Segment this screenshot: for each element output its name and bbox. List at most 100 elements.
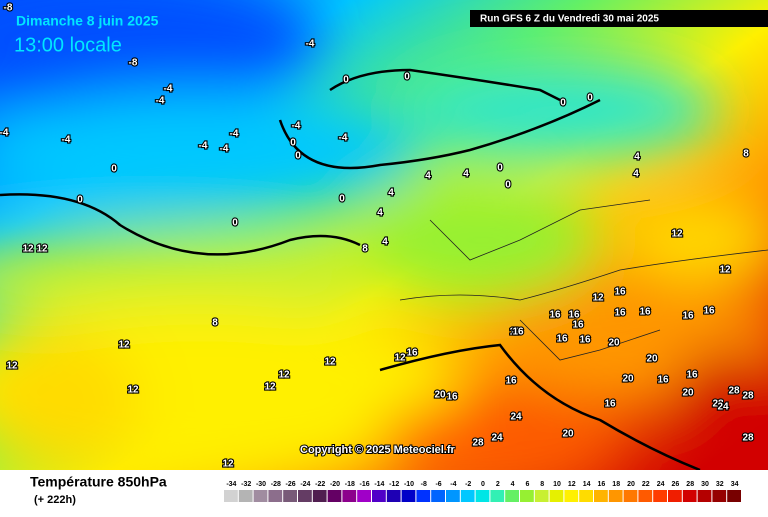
contour-label: 16 [512,327,524,338]
contour-label: 16 [614,287,626,298]
legend-tick-label: 22 [642,481,650,488]
contour-label: 4 [634,152,640,163]
legend-tick-label: -2 [465,481,471,488]
contour-label: 28 [728,386,740,397]
legend-tick-label: -30 [256,481,266,488]
legend-swatch [594,490,608,502]
contour-label: 24 [491,433,503,444]
contour-label: 16 [568,310,580,321]
contour-label: 28 [472,438,484,449]
legend-swatch [638,490,653,502]
contour-label: 0 [232,218,238,229]
legend-swatch [564,490,579,502]
copyright: Copyright © 2025 Meteociel.fr [300,444,456,456]
legend-swatch [416,490,431,502]
borders [399,199,768,361]
legend-tick-label: -20 [330,481,340,488]
contour-label: 0 [339,194,345,205]
legend-tick-label: 30 [701,481,709,488]
legend-tick-label: 10 [553,481,561,488]
temperature-field [0,0,768,470]
legend-tick-label: -22 [315,481,325,488]
legend-tick-label: 18 [612,481,620,488]
legend-swatch [312,490,327,502]
run-box [470,10,768,27]
legend-tick-label: 24 [657,481,665,488]
contour-label: 16 [579,335,591,346]
time-label: 13:00 locale [14,34,122,56]
contour-label: 0 [587,93,593,104]
contour-label: 16 [406,348,418,359]
contour-label: 24 [717,402,729,413]
legend-tick-label: 12 [568,481,576,488]
legend-tick-label: -10 [404,481,414,488]
legend-swatch [386,490,401,502]
contour-label: -4 [220,144,229,155]
contour-label: 12 [22,244,34,255]
contour-label: -4 [339,133,348,144]
contour-label: 16 [572,320,584,331]
contour-label: 12 [394,353,406,364]
legend-swatch [238,490,253,502]
contour-label: 24 [510,412,522,423]
contour-label: 0 [505,180,511,191]
legend-swatch [653,490,667,502]
contour-label: 12 [719,265,731,276]
legend-tick-label: 20 [627,481,635,488]
contour-label: -4 [164,84,173,95]
contour-label: 28 [742,391,754,402]
contour-label: 12 [6,361,18,372]
contour-label: -8 [4,3,13,14]
contour-label: 12 [222,459,234,470]
contour-label: 8 [743,149,749,160]
legend-swatch [623,490,638,502]
legend-tick-label: -34 [226,481,236,488]
contour-label: -8 [129,58,138,69]
legend-swatch [579,490,593,502]
contour-label: 0 [560,98,566,109]
contour-label: 16 [614,308,626,319]
legend-tick-label: -6 [435,481,441,488]
contour-label: 16 [703,306,715,317]
contour-label: 4 [633,169,639,180]
legend-swatch [490,490,505,502]
legend-tick-label: 8 [540,481,544,488]
contour-label: 12 [324,357,336,368]
contour-label: -4 [0,128,9,139]
contour-label: 12 [118,340,130,351]
legend-swatch [431,490,445,502]
contour-label: 12 [671,229,683,240]
contour-label: 4 [382,237,388,248]
legend-scale: -34 -32 -30 -28 -26 -24 -22 -20 -18 -16 -14 -12 -10-… [224,481,741,502]
legend-swatch [342,490,357,502]
contour-label: 12 [36,244,48,255]
contour-label: -4 [199,141,208,152]
legend-swatch [460,490,475,502]
contour-label: 16 [556,334,568,345]
legend-swatch [372,490,386,502]
contour-label: 16 [604,399,616,410]
contour-label: 20 [562,429,574,440]
contour-label: -4 [230,129,239,140]
contour-label: 0 [290,138,296,149]
legend-swatch [697,490,712,502]
legend-swatch [712,490,727,502]
legend-tick-label: -12 [389,481,399,488]
contour-label: 0 [404,72,410,83]
contour-label: 8 [212,318,218,329]
legend-tick-label: 34 [731,481,739,488]
contour-label: 20 [622,374,634,385]
contour-label: 4 [377,208,383,219]
legend-tick-label: 4 [511,481,515,488]
contour-label: -4 [292,121,301,132]
contour-label: 12 [592,293,604,304]
legend-swatch [668,490,682,502]
contour-label: 20 [434,390,446,401]
legend-title: Température 850hPa [30,474,167,490]
legend-swatch [475,490,490,502]
contour-label: 0 [343,75,349,86]
legend-swatch [253,490,268,502]
contour-label: 16 [657,375,669,386]
contour-label: 4 [463,169,469,180]
legend-swatch [520,490,534,502]
